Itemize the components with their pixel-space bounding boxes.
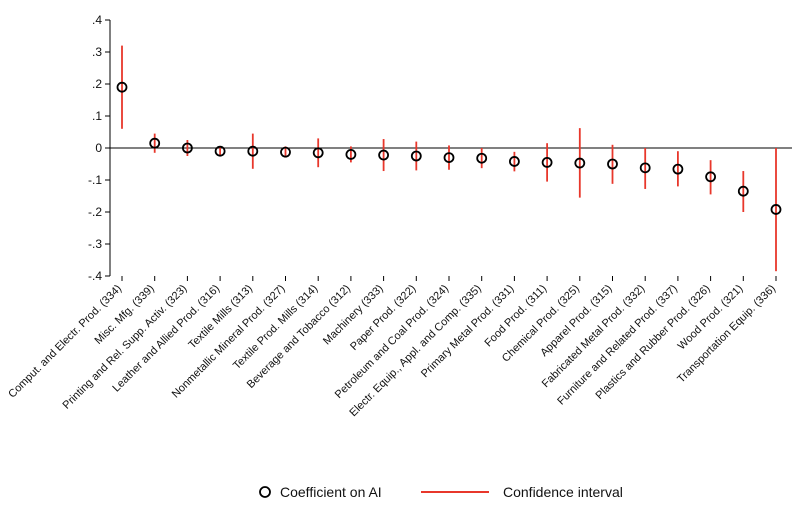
y-tick-label: 0 <box>95 141 102 155</box>
coefficient-point <box>639 162 651 174</box>
y-tick-label: -.4 <box>88 269 102 283</box>
coefficient-point <box>737 185 749 197</box>
category-label: Misc. Mfg. (339) <box>93 283 157 347</box>
coefficient-point <box>574 157 586 169</box>
legend: Coefficient on AI Confidence interval <box>259 484 623 500</box>
coefficient-point <box>280 146 291 158</box>
coefficient-point <box>705 171 716 183</box>
coefficient-point <box>181 142 193 154</box>
coefficient-point <box>672 163 684 175</box>
category-label: Machinery (333) <box>321 283 386 348</box>
coefficient-markers <box>116 81 782 215</box>
coefficient-point <box>607 158 618 170</box>
coefficient-point <box>116 81 128 93</box>
y-tick-label: .2 <box>92 77 102 91</box>
coefficient-point <box>378 149 390 161</box>
coefficient-point <box>149 137 161 149</box>
coefficient-point <box>509 156 520 167</box>
confidence-intervals <box>121 45 777 272</box>
y-tick-label: .4 <box>92 13 102 27</box>
y-tick-label: .1 <box>92 109 102 123</box>
coefficient-point <box>345 148 357 160</box>
legend-label-coefficient: Coefficient on AI <box>280 484 382 500</box>
category-label: Comput. and Electr. Prod. (334) <box>6 283 124 401</box>
category-label: Furniture and Related Prod. (337) <box>555 283 680 408</box>
y-tick-label: .3 <box>92 45 102 59</box>
legend-marker-icon <box>259 486 271 498</box>
coefficient-point <box>247 145 259 157</box>
y-tick-label: -.1 <box>88 173 102 187</box>
coefficient-point <box>410 150 422 162</box>
coefficient-point <box>541 156 553 168</box>
coefficient-point <box>214 145 226 157</box>
y-tick-label: -.2 <box>88 205 102 219</box>
coefficient-point <box>312 147 324 159</box>
coefficient-point <box>476 152 488 164</box>
coefficient-point <box>770 204 782 215</box>
y-tick-label: -.3 <box>88 237 102 251</box>
y-axis: .4 .3 .2 .1 0 -.1 -.2 -.3 -.4 <box>88 13 777 283</box>
category-labels: Comput. and Electr. Prod. (334)Misc. Mfg… <box>6 283 778 419</box>
coefficient-point <box>443 152 455 164</box>
legend-label-ci: Confidence interval <box>503 484 623 500</box>
